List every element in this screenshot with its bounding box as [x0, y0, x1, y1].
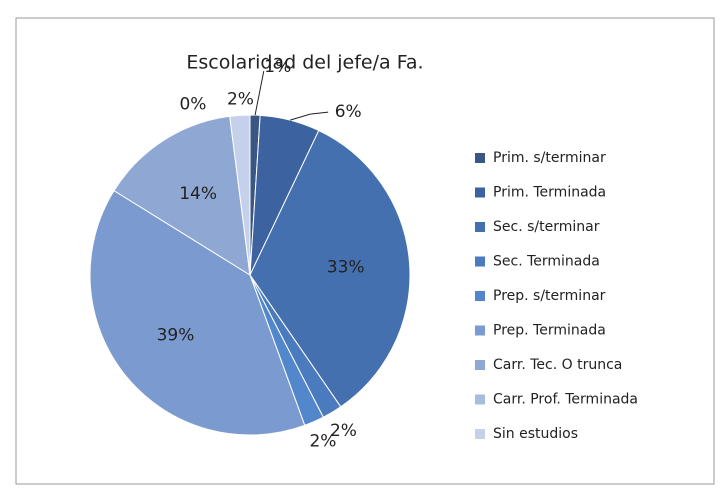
data-label: 1%	[264, 57, 291, 77]
legend-swatch	[475, 256, 485, 267]
legend-label: Carr. Tec. O trunca	[493, 357, 622, 373]
legend-swatch	[475, 187, 485, 198]
legend-swatch	[475, 222, 485, 232]
data-label: 39%	[157, 326, 195, 346]
legend-label: Prim. Terminada	[493, 185, 606, 201]
data-label: 2%	[227, 89, 254, 109]
leader-line	[290, 111, 329, 121]
legend-label: Prep. s/terminar	[493, 288, 606, 304]
pie-slice	[229, 114, 251, 276]
chart-title: Escolaridad del jefe/a Fa.	[186, 52, 423, 74]
legend-label: Prep. Terminada	[493, 323, 606, 339]
legend-swatch	[475, 394, 485, 405]
pie-slice	[89, 189, 306, 436]
legend-label: Carr. Prof. Terminada	[493, 392, 638, 408]
data-label: 6%	[335, 102, 362, 122]
legend-swatch	[475, 360, 485, 370]
legend-label: Sec. Terminada	[493, 254, 600, 270]
legend-label: Prim. s/terminar	[493, 150, 606, 166]
legend-swatch	[475, 291, 485, 301]
data-label: 2%	[309, 432, 336, 452]
legend-label: Sin estudios	[493, 426, 578, 442]
legend-swatch	[475, 153, 485, 163]
pie-slice	[113, 115, 251, 276]
data-label: 0%	[179, 94, 206, 114]
legend-swatch	[475, 429, 485, 439]
pie-slice	[249, 129, 411, 408]
data-label: 14%	[179, 184, 217, 204]
legend-swatch	[475, 325, 485, 336]
data-label: 2%	[330, 421, 357, 441]
data-label: 33%	[327, 257, 365, 277]
legend-label: Sec. s/terminar	[493, 219, 600, 235]
leader-line	[254, 70, 265, 116]
